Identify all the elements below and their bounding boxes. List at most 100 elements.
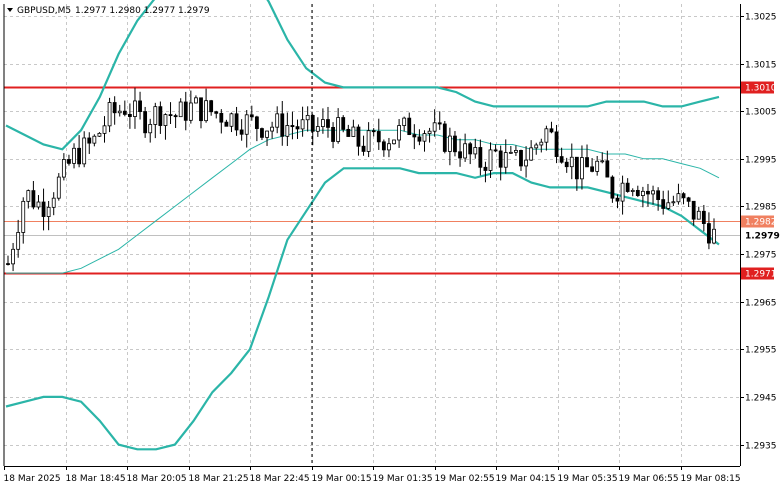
candle-body <box>315 126 320 132</box>
candle-body <box>630 189 635 192</box>
candle-body <box>569 156 574 168</box>
candle-body <box>6 263 10 265</box>
x-tick-label: 19 Mar 06:55 <box>619 474 679 484</box>
candle-body <box>595 160 600 172</box>
bollinger-middle-band <box>6 129 720 274</box>
x-axis-ticks: 18 Mar 2025 18 Mar 18:45 18 Mar 20:05 18 Ma… <box>4 466 741 484</box>
candle-body <box>590 166 595 172</box>
candle-body <box>376 131 381 143</box>
candle-body <box>427 130 432 134</box>
candle-body <box>696 210 701 220</box>
candle-body <box>407 117 412 135</box>
y-tick-label: 1.2995 <box>745 156 777 166</box>
x-tick-label: 19 Mar 02:55 <box>435 474 495 484</box>
candle-body <box>249 114 254 118</box>
candle-body <box>412 134 417 138</box>
candle-body <box>56 176 61 199</box>
candle-body <box>158 106 163 126</box>
y-tick-label: 1.2965 <box>745 299 777 309</box>
candle-body <box>87 137 92 144</box>
candle-body <box>41 201 46 217</box>
candle-body <box>529 147 534 161</box>
x-tick-label: 18 Mar 2025 <box>4 474 61 484</box>
candle-body <box>173 115 178 118</box>
candle-body <box>199 97 203 122</box>
candle-body <box>625 182 630 192</box>
candle-body <box>387 143 391 151</box>
candle-body <box>397 125 401 141</box>
candle-body <box>493 149 498 152</box>
x-tick-label: 18 Mar 20:05 <box>127 474 187 484</box>
candle-body <box>138 100 142 112</box>
candle-body <box>371 130 376 133</box>
candle-body <box>473 147 478 155</box>
candle-body <box>153 106 158 125</box>
candle-body <box>61 159 66 178</box>
candle-body <box>336 117 341 142</box>
y-tick-label: 1.3005 <box>745 108 777 118</box>
candle-body <box>239 129 244 135</box>
candle-body <box>585 157 589 168</box>
candle-body <box>656 190 661 200</box>
candle-body <box>21 200 26 233</box>
candle-body <box>610 176 615 199</box>
current-price-tag-label: 1.2979 <box>745 232 780 242</box>
candles <box>6 87 716 272</box>
candle-body <box>163 114 168 126</box>
x-tick-label: 19 Mar 01:35 <box>373 474 433 484</box>
price-level-tag <box>741 81 774 94</box>
candle-body <box>442 123 447 152</box>
candle-body <box>214 111 219 114</box>
candle-body <box>508 151 513 154</box>
candle-body <box>574 156 579 180</box>
candle-body <box>381 141 386 151</box>
candle-body <box>539 141 544 146</box>
candle-body <box>432 122 437 132</box>
candle-body <box>422 133 427 142</box>
candle-body <box>671 201 676 204</box>
candle-body <box>244 114 249 135</box>
candle-body <box>701 210 706 224</box>
price-level-tag-label: 1.2982 <box>745 218 777 228</box>
candle-body <box>661 199 666 209</box>
x-tick-label: 18 Mar 18:45 <box>66 474 126 484</box>
price-level-tag-label: 1.3010 <box>745 84 777 94</box>
candle-body <box>447 135 452 152</box>
candle-body <box>524 159 528 167</box>
candle-body <box>402 117 407 126</box>
candle-body <box>341 117 346 130</box>
price-tags: 1.3010 1.2982 1.2971 1.2979 <box>741 81 780 280</box>
candle-body <box>270 126 275 132</box>
candle-body <box>691 200 696 220</box>
y-axis-ticks: 1.3025 1.3015 1.3005 1.2995 1.2985 1.2975 1.29… <box>740 13 777 452</box>
menu-triangle-icon[interactable] <box>7 8 13 12</box>
price-level-tag <box>741 267 774 280</box>
current-price-tag <box>741 229 774 242</box>
x-tick-label: 19 Mar 08:15 <box>681 474 741 484</box>
candle-body <box>280 113 285 137</box>
candle-body <box>392 139 396 145</box>
candle-body <box>285 125 290 137</box>
y-tick-label: 1.3015 <box>745 61 777 71</box>
candle-body <box>615 197 620 202</box>
candle-body <box>707 223 711 244</box>
candle-body <box>620 182 625 202</box>
price-level-tag <box>741 215 774 228</box>
candle-body <box>458 151 462 159</box>
candle-body <box>194 97 198 104</box>
ohlc-label: 1.2977 1.2980 1.2977 1.2979 <box>75 6 210 16</box>
candle-body <box>112 102 117 114</box>
bollinger-lower-band <box>5 167 720 451</box>
candle-body <box>188 102 193 121</box>
candle-body <box>351 126 356 137</box>
candle-body <box>564 161 569 168</box>
candle-body <box>224 121 229 127</box>
candle-body <box>92 135 97 144</box>
candle-body <box>676 193 681 203</box>
candle-body <box>16 232 21 250</box>
candle-body <box>635 189 640 196</box>
candle-body <box>46 206 51 217</box>
y-tick-label: 1.3025 <box>745 13 777 23</box>
